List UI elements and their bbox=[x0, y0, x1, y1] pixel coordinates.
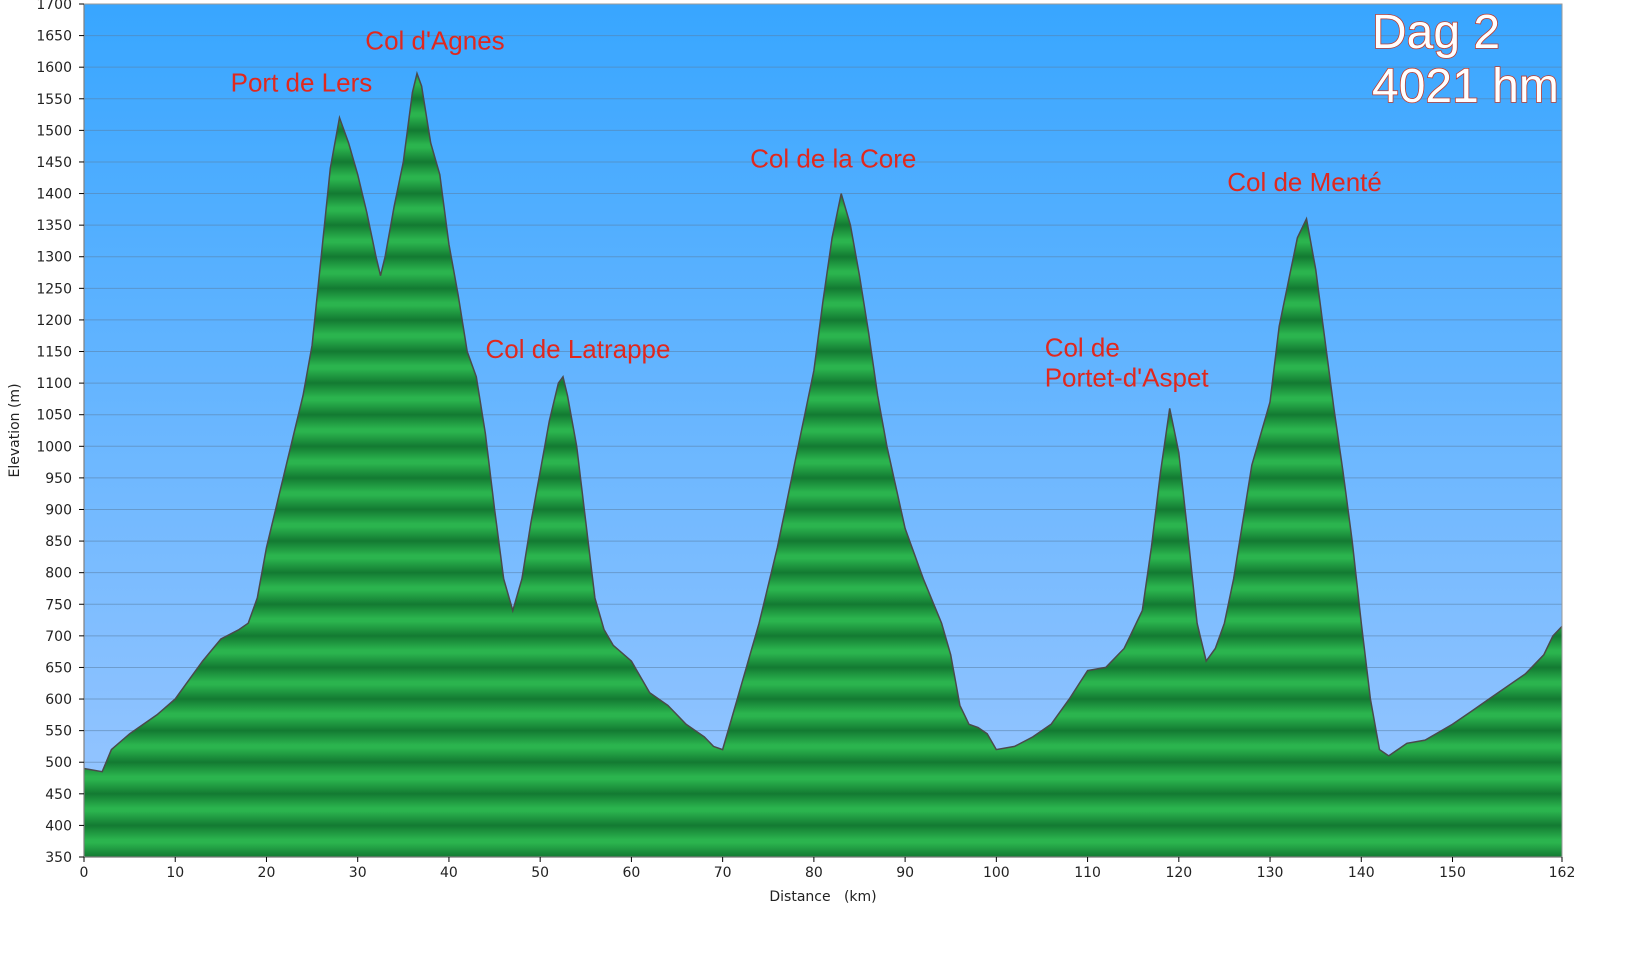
x-tick-label: 110 bbox=[1074, 865, 1101, 881]
y-tick-label: 1050 bbox=[36, 408, 72, 424]
y-tick-label: 1300 bbox=[36, 250, 72, 266]
peak-label: Col d'Agnes bbox=[365, 26, 504, 56]
y-axis-title: Elevation (m) bbox=[7, 383, 23, 477]
y-tick-label: 1700 bbox=[36, 0, 72, 13]
y-tick-label: 450 bbox=[45, 787, 72, 803]
plot-frame bbox=[83, 3, 1563, 858]
peak-labels: Port de Lers Col d'Agnes Col de Latrappe Co… bbox=[231, 26, 1382, 393]
x-tick-label: 130 bbox=[1257, 865, 1284, 881]
peak-label: Col de Latrappe bbox=[485, 334, 670, 364]
y-tick-label: 600 bbox=[45, 692, 72, 708]
y-tick-label: 1550 bbox=[36, 92, 72, 108]
x-tick-label: 20 bbox=[258, 865, 276, 881]
y-tick-label: 950 bbox=[45, 471, 72, 487]
x-axis-ticks: 0 10 20 30 40 50 60 70 80 90 100 110 120 130 140 150 162 bbox=[80, 857, 1576, 881]
y-axis-ticks: 350 400 450 500 550 600 650 700 750 800 850 900 950 1… bbox=[36, 0, 84, 866]
x-tick-label: 60 bbox=[622, 865, 640, 881]
chart-title: Dag 2 bbox=[1372, 6, 1500, 59]
y-tick-label: 1100 bbox=[36, 376, 72, 392]
x-tick-label: 90 bbox=[896, 865, 914, 881]
y-tick-label: 500 bbox=[45, 755, 72, 771]
x-tick-label: 140 bbox=[1348, 865, 1375, 881]
y-tick-label: 850 bbox=[45, 534, 72, 550]
x-tick-label: 40 bbox=[440, 865, 458, 881]
elevation-line bbox=[83, 70, 1563, 773]
y-tick-label: 750 bbox=[45, 597, 72, 613]
x-tick-label: 50 bbox=[531, 865, 549, 881]
y-tick-label: 650 bbox=[45, 660, 72, 676]
peak-label: Col de Portet-d'Aspet bbox=[1045, 332, 1210, 392]
y-tick-label: 1450 bbox=[36, 155, 72, 171]
x-tick-label: 120 bbox=[1165, 865, 1192, 881]
y-tick-label: 550 bbox=[45, 724, 72, 740]
y-tick-label: 1000 bbox=[36, 439, 72, 455]
x-tick-label: 100 bbox=[983, 865, 1010, 881]
y-tick-label: 1650 bbox=[36, 29, 72, 45]
x-axis-title: Distance (km) bbox=[769, 889, 876, 905]
y-tick-label: 1400 bbox=[36, 187, 72, 203]
x-tick-label: 162 bbox=[1549, 865, 1576, 881]
y-tick-label: 1350 bbox=[36, 218, 72, 234]
chart-subtitle: 4021 hm bbox=[1372, 60, 1559, 113]
x-tick-label: 30 bbox=[349, 865, 367, 881]
peak-label: Col de la Core bbox=[750, 144, 916, 174]
y-tick-label: 700 bbox=[45, 629, 72, 645]
y-tick-label: 1600 bbox=[36, 60, 72, 76]
axes bbox=[83, 3, 1563, 858]
peak-label: Col de Menté bbox=[1227, 167, 1382, 197]
x-tick-label: 150 bbox=[1439, 865, 1466, 881]
y-tick-label: 1250 bbox=[36, 281, 72, 297]
peak-label: Port de Lers bbox=[231, 68, 373, 98]
y-tick-label: 350 bbox=[45, 850, 72, 866]
elevation-area bbox=[84, 73, 1562, 857]
y-tick-label: 1500 bbox=[36, 123, 72, 139]
y-tick-label: 400 bbox=[45, 818, 72, 834]
y-tick-label: 900 bbox=[45, 502, 72, 518]
x-tick-label: 0 bbox=[80, 865, 89, 881]
y-tick-label: 1150 bbox=[36, 345, 72, 361]
y-tick-label: 800 bbox=[45, 566, 72, 582]
y-tick-label: 1200 bbox=[36, 313, 72, 329]
x-tick-label: 10 bbox=[166, 865, 184, 881]
x-tick-label: 80 bbox=[805, 865, 823, 881]
x-tick-label: 70 bbox=[714, 865, 732, 881]
